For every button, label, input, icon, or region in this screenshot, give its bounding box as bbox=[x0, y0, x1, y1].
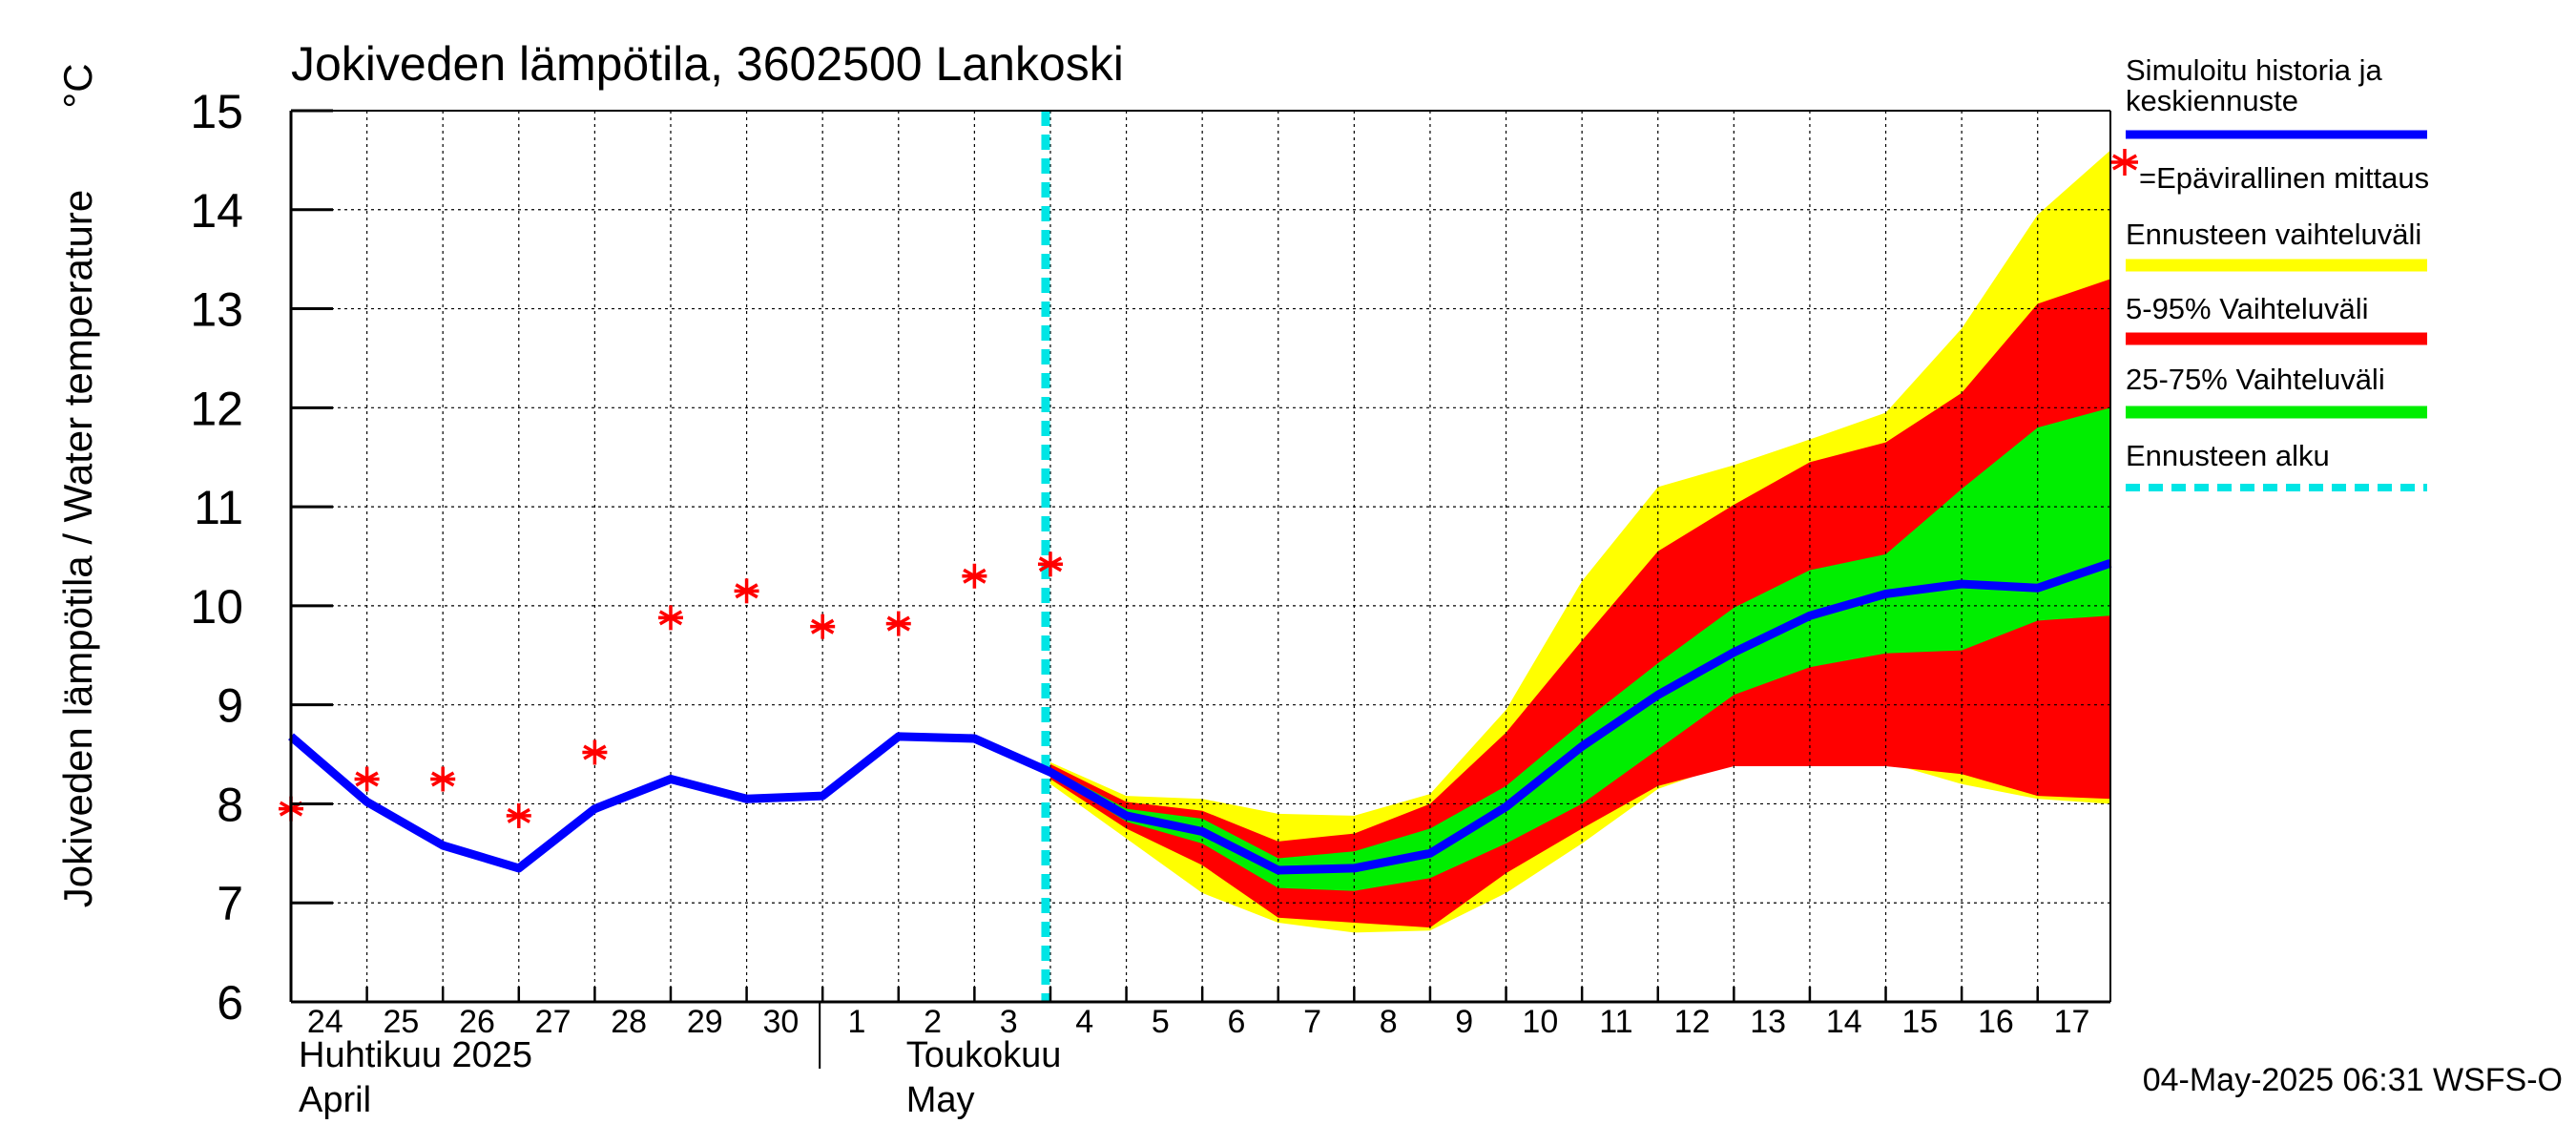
x-tick-label: 30 bbox=[762, 1004, 799, 1040]
y-tick-label: 7 bbox=[217, 877, 243, 930]
measurement-point bbox=[962, 563, 987, 589]
legend-label: 25-75% Vaihteluväli bbox=[2126, 363, 2385, 396]
x-tick-label: 9 bbox=[1455, 1004, 1473, 1040]
y-tick-label: 12 bbox=[190, 382, 243, 435]
x-tick-label: 11 bbox=[1599, 1004, 1632, 1040]
x-tick-label: 1 bbox=[848, 1004, 866, 1040]
x-tick-label: 7 bbox=[1303, 1004, 1321, 1040]
forecast-bands bbox=[291, 111, 2110, 1002]
x-tick-label: 8 bbox=[1380, 1004, 1398, 1040]
month-label-fi: Huhtikuu 2025 bbox=[299, 1035, 532, 1075]
legend-label: Ennusteen vaihteluväli bbox=[2126, 218, 2421, 251]
x-tick-label: 6 bbox=[1227, 1004, 1245, 1040]
legend-label: Ennusteen alku bbox=[2126, 439, 2330, 472]
x-tick-label: 26 bbox=[459, 1004, 495, 1040]
measurement-point bbox=[354, 766, 380, 792]
y-tick-label: 15 bbox=[190, 85, 243, 138]
x-tick-label: 17 bbox=[2054, 1004, 2090, 1040]
measurement-point bbox=[506, 802, 531, 828]
y-axis-label: Jokiveden lämpötila / Water temperature bbox=[55, 190, 100, 907]
band-p25_75 bbox=[1049, 407, 2110, 891]
series-lines bbox=[279, 111, 2112, 1002]
legend-label: 5-95% Vaihteluväli bbox=[2126, 292, 2368, 325]
x-tick-label: 15 bbox=[1901, 1004, 1938, 1040]
x-tick-label: 4 bbox=[1075, 1004, 1093, 1040]
month-label-en: April bbox=[299, 1080, 371, 1120]
x-tick-label: 13 bbox=[1750, 1004, 1786, 1040]
legend-label: keskiennuste bbox=[2126, 84, 2298, 117]
y-tick-label: 8 bbox=[217, 778, 243, 831]
measurement-point bbox=[1037, 552, 1063, 577]
measurement-point bbox=[430, 766, 456, 792]
x-tick-label: 5 bbox=[1152, 1004, 1170, 1040]
x-tick-label: 12 bbox=[1674, 1004, 1711, 1040]
y-tick-label: 14 bbox=[190, 184, 243, 238]
y-tick-label: 6 bbox=[217, 976, 243, 1030]
x-tick-label: 28 bbox=[611, 1004, 647, 1040]
measurement-point bbox=[657, 605, 683, 631]
legend-label: =Epävirallinen mittaus bbox=[2139, 161, 2429, 195]
month-label-fi: Toukokuu bbox=[906, 1035, 1062, 1075]
x-tick-label: 24 bbox=[307, 1004, 343, 1040]
x-tick-label: 25 bbox=[383, 1004, 419, 1040]
y-tick-label: 9 bbox=[217, 679, 243, 733]
month-label-en: May bbox=[906, 1080, 975, 1120]
legend-swatch-measurement bbox=[2111, 149, 2138, 176]
x-tick-label: 10 bbox=[1522, 1004, 1558, 1040]
measurement-point bbox=[885, 611, 911, 636]
chart-title: Jokiveden lämpötila, 3602500 Lankoski bbox=[291, 37, 1124, 91]
y-axis-unit: °C bbox=[55, 63, 100, 108]
series-line-mean bbox=[288, 559, 2112, 875]
x-tick-label: 16 bbox=[1978, 1004, 2014, 1040]
y-tick-label: 11 bbox=[194, 481, 243, 534]
x-tick-label: 14 bbox=[1826, 1004, 1862, 1040]
x-tick-label: 3 bbox=[1000, 1004, 1018, 1040]
measurement-point bbox=[734, 578, 759, 604]
measurement-point bbox=[810, 614, 836, 639]
y-tick-label: 10 bbox=[190, 580, 243, 634]
y-tick-label: 13 bbox=[190, 283, 243, 337]
x-tick-label: 29 bbox=[687, 1004, 723, 1040]
measurement-point bbox=[582, 739, 608, 765]
legend-label: Simuloitu historia ja bbox=[2126, 53, 2383, 87]
x-tick-label: 2 bbox=[924, 1004, 942, 1040]
footer-timestamp: 04-May-2025 06:31 WSFS-O bbox=[2143, 1062, 2563, 1098]
x-tick-label: 27 bbox=[535, 1004, 571, 1040]
band-p5_95 bbox=[1049, 279, 2110, 928]
